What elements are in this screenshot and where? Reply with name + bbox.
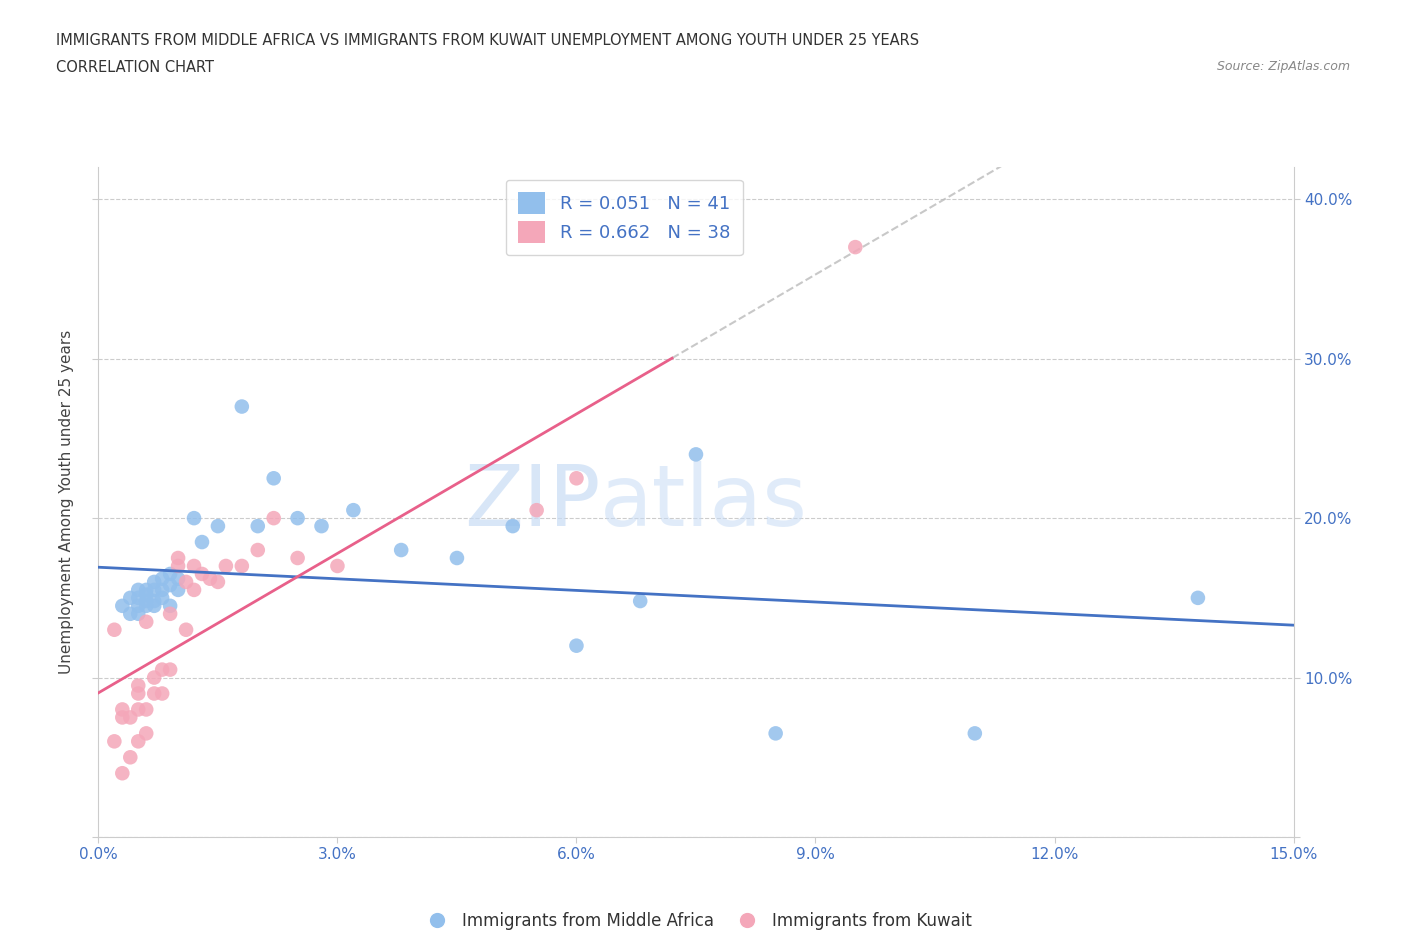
Point [198, 571, 221, 586]
Point [215, 559, 238, 574]
Point [183, 511, 205, 525]
Point [389, 542, 412, 557]
Point [135, 615, 157, 630]
Point [565, 471, 588, 485]
Point [167, 559, 190, 574]
Point [342, 503, 364, 518]
Point [111, 710, 134, 724]
Point [143, 582, 166, 597]
Point [502, 519, 524, 534]
Point [159, 566, 181, 581]
Text: atlas: atlas [600, 460, 808, 544]
Legend: Immigrants from Middle Africa, Immigrants from Kuwait: Immigrants from Middle Africa, Immigrant… [413, 906, 979, 930]
Point [231, 559, 253, 574]
Point [150, 686, 173, 701]
Point [311, 519, 333, 534]
Point [135, 598, 157, 613]
Point [159, 578, 181, 592]
Point [167, 582, 190, 597]
Point [135, 726, 157, 741]
Point [150, 571, 173, 586]
Point [1187, 591, 1209, 605]
Point [685, 447, 707, 462]
Point [103, 622, 125, 637]
Point [127, 734, 149, 749]
Point [159, 598, 181, 613]
Point [127, 686, 149, 701]
Point [159, 606, 181, 621]
Point [246, 519, 269, 534]
Point [263, 511, 285, 525]
Text: Source: ZipAtlas.com: Source: ZipAtlas.com [1216, 60, 1350, 73]
Point [111, 765, 134, 780]
Point [120, 750, 142, 764]
Point [135, 593, 157, 608]
Point [111, 702, 134, 717]
Point [446, 551, 468, 565]
Point [526, 503, 548, 518]
Point [263, 471, 285, 485]
Point [143, 686, 166, 701]
Point [167, 551, 190, 565]
Point [135, 587, 157, 602]
Text: CORRELATION CHART: CORRELATION CHART [56, 60, 214, 75]
Point [127, 702, 149, 717]
Point [150, 582, 173, 597]
Point [103, 734, 125, 749]
Point [143, 593, 166, 608]
Point [765, 726, 787, 741]
Text: ZIP: ZIP [464, 460, 600, 544]
Point [326, 559, 349, 574]
Point [143, 575, 166, 590]
Point [167, 571, 190, 586]
Point [191, 535, 214, 550]
Point [127, 678, 149, 693]
Text: IMMIGRANTS FROM MIDDLE AFRICA VS IMMIGRANTS FROM KUWAIT UNEMPLOYMENT AMONG YOUTH: IMMIGRANTS FROM MIDDLE AFRICA VS IMMIGRA… [56, 33, 920, 47]
Point [231, 399, 253, 414]
Point [143, 671, 166, 685]
Point [127, 606, 149, 621]
Point [150, 662, 173, 677]
Point [191, 566, 214, 581]
Point [246, 542, 269, 557]
Point [127, 591, 149, 605]
Point [207, 519, 229, 534]
Point [207, 575, 229, 590]
Y-axis label: Unemployment Among Youth under 25 years: Unemployment Among Youth under 25 years [59, 330, 75, 674]
Point [127, 582, 149, 597]
Point [111, 598, 134, 613]
Point [628, 593, 651, 608]
Point [135, 582, 157, 597]
Point [127, 598, 149, 613]
Point [565, 638, 588, 653]
Point [174, 575, 197, 590]
Point [287, 511, 309, 525]
Point [135, 702, 157, 717]
Point [287, 551, 309, 565]
Point [174, 622, 197, 637]
Point [120, 710, 142, 724]
Point [844, 240, 866, 255]
Point [150, 591, 173, 605]
Point [143, 598, 166, 613]
Point [963, 726, 986, 741]
Point [159, 662, 181, 677]
Point [183, 582, 205, 597]
Point [120, 606, 142, 621]
Point [120, 591, 142, 605]
Point [183, 559, 205, 574]
